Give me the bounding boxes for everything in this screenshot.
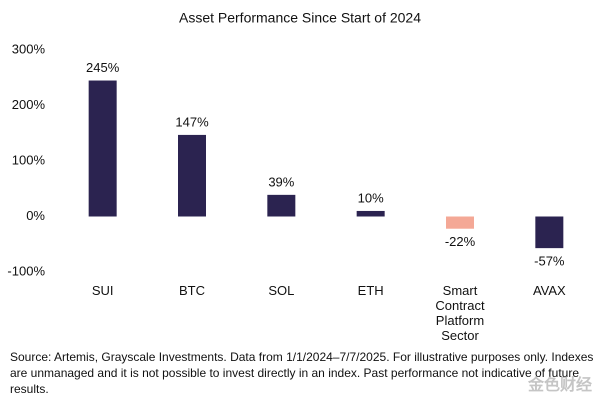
x-tick-label: AVAX (532, 283, 566, 298)
bar (267, 194, 296, 217)
bar (535, 216, 564, 249)
value-label: 245% (86, 60, 120, 75)
value-label: -22% (445, 234, 476, 249)
y-tick-label: 100% (12, 152, 46, 167)
bar (178, 134, 206, 217)
y-tick-label: 0% (26, 208, 45, 223)
chart: Asset Performance Since Start of 2024 -1… (7, 10, 565, 279)
bar (356, 210, 385, 217)
value-label: 10% (358, 190, 384, 205)
value-label: 147% (175, 114, 209, 129)
x-tick-label: SUI (91, 283, 114, 298)
watermark: 金色财经 (527, 377, 592, 394)
bar (446, 216, 474, 229)
chart-title: Asset Performance Since Start of 2024 (179, 10, 421, 26)
x-tick-label: SOL (268, 283, 295, 298)
source-note: Source: Artemis, Grayscale Investments. … (10, 350, 594, 396)
y-tick-label: -100% (7, 263, 45, 278)
y-tick-label: 200% (12, 97, 46, 112)
x-tick-label: Smart Contract Platform Sector (435, 283, 485, 343)
value-label: 39% (268, 174, 294, 189)
value-label: -57% (534, 254, 565, 269)
x-tick-label: ETH (357, 283, 384, 298)
bar (88, 80, 117, 217)
x-tick-label: BTC (179, 283, 205, 298)
y-tick-label: 300% (12, 41, 46, 56)
